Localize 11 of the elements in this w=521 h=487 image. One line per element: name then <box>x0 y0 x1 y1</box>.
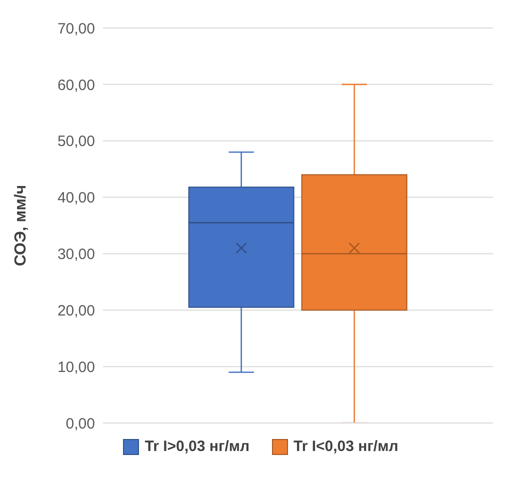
legend-label: Tr I>0,03 нг/мл <box>144 438 250 455</box>
y-tick-label: 70,00 <box>57 20 95 38</box>
y-tick-label: 20,00 <box>57 302 95 320</box>
y-tick-label: 0,00 <box>66 415 95 432</box>
y-tick-label: 40,00 <box>57 190 95 207</box>
legend-label: Tr I<0,03 нг/мл <box>294 438 398 455</box>
y-tick-label: 50,00 <box>57 133 95 150</box>
y-tick-label: 30,00 <box>57 246 95 264</box>
y-tick-label: 10,00 <box>57 358 95 376</box>
y-axis-title: СОЭ, мм/ч <box>12 184 30 266</box>
y-tick-label: 60,00 <box>57 76 95 94</box>
